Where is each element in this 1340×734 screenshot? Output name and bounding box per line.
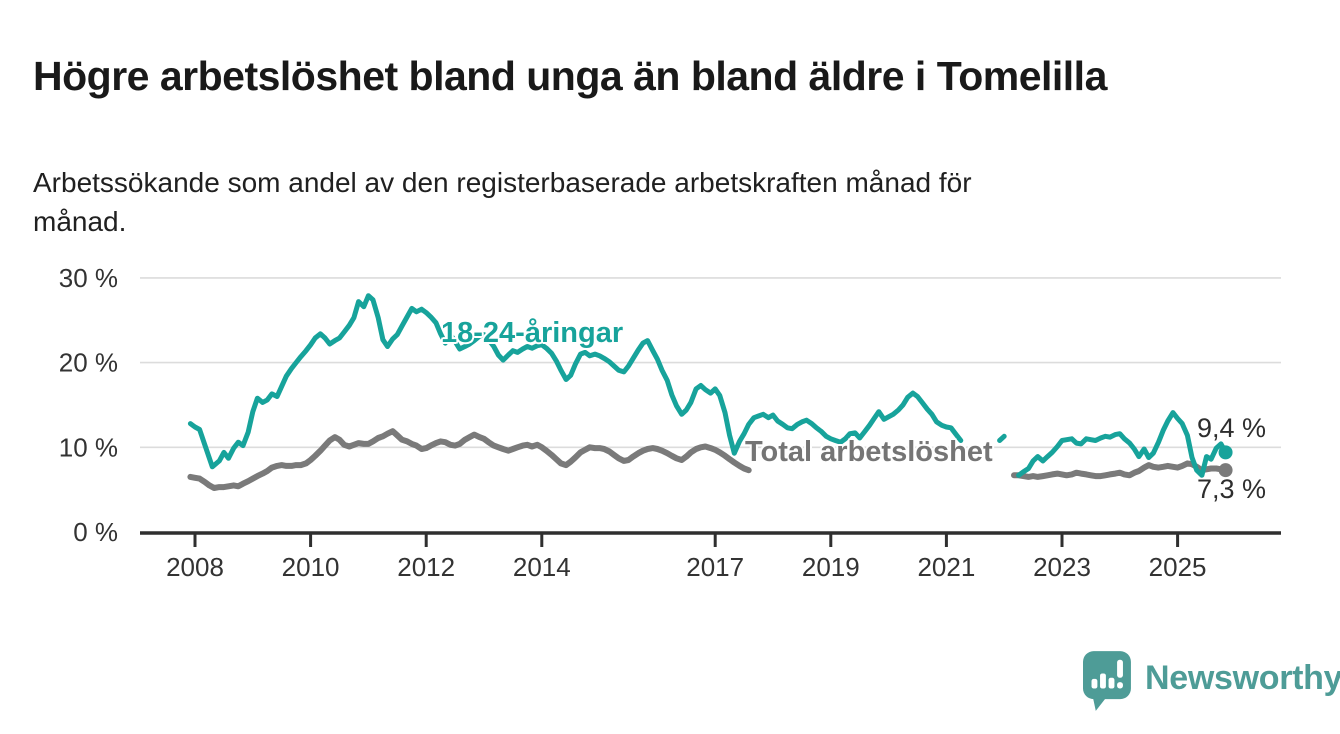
y-axis-label: 20 % (59, 348, 118, 378)
x-axis-label: 2008 (166, 552, 224, 582)
page-title: Högre arbetslöshet bland unga än bland ä… (33, 53, 1107, 100)
series-total-line (187, 428, 752, 491)
x-axis-label: 2017 (686, 552, 744, 582)
series-youth-end-dot (1218, 445, 1233, 460)
x-axis-label: 2012 (397, 552, 455, 582)
series-total-line (1011, 460, 1229, 480)
x-axis-label: 2014 (513, 552, 571, 582)
newsworthy-logo-icon (1083, 651, 1131, 711)
end-value-total: 7,3 % (1197, 474, 1267, 504)
series-label-total: Total arbetslöshet (745, 436, 993, 468)
x-axis-label: 2019 (802, 552, 860, 582)
series-youth-line (187, 293, 964, 470)
newsworthy-wordmark: Newsworthy (1145, 659, 1340, 697)
series-label-youth: 18-24-åringar (441, 317, 624, 349)
x-axis-label: 2023 (1033, 552, 1091, 582)
series-youth-line (997, 433, 1007, 443)
series-total-end-dot (1218, 463, 1233, 478)
y-axis-label: 30 % (59, 263, 118, 293)
chart-subtitle: Arbetssökande som andel av den registerb… (33, 167, 972, 237)
y-axis-label: 10 % (59, 432, 118, 462)
end-value-youth: 9,4 % (1197, 413, 1267, 443)
y-axis-label: 0 % (73, 517, 118, 547)
x-axis-label: 2021 (917, 552, 975, 582)
x-axis-label: 2010 (282, 552, 340, 582)
series-youth-line (1016, 410, 1229, 478)
newsworthy-logo: Newsworthy (1083, 650, 1340, 712)
x-axis-label: 2025 (1149, 552, 1207, 582)
